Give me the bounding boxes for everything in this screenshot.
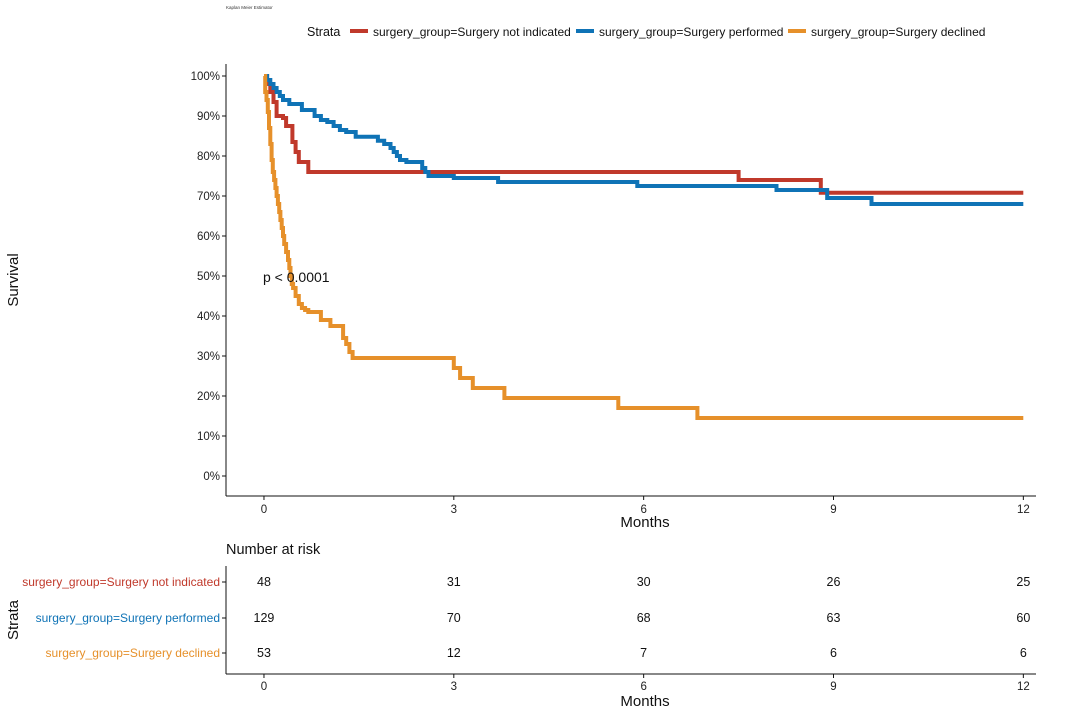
risk-x-axis-label: Months (620, 693, 669, 710)
y-tick-label: 60% (197, 231, 220, 243)
risk-cell: 31 (447, 575, 461, 589)
legend-swatch-performed (576, 29, 594, 33)
risk-cell: 6 (830, 646, 837, 660)
legend-label-performed: surgery_group=Surgery performed (599, 25, 783, 39)
risk-row-label: surgery_group=Surgery not indicated (22, 575, 220, 589)
survival-curves (263, 74, 1024, 420)
risk-cell: 25 (1016, 575, 1030, 589)
risk-x-tick-label: 0 (261, 681, 267, 693)
risk-cell: 30 (637, 575, 651, 589)
survival-curve-declined (263, 74, 1024, 420)
y-tick-label: 100% (191, 71, 220, 83)
figure-title: Kaplan Meier Estimator (226, 5, 273, 10)
risk-y-axis-label: Strata (5, 599, 22, 640)
x-tick-label: 9 (830, 504, 836, 516)
risk-cell: 63 (827, 611, 841, 625)
legend-label-not-indicated: surgery_group=Surgery not indicated (373, 25, 571, 39)
y-axis-label: Survival (5, 253, 22, 306)
risk-x-tick-label: 9 (830, 681, 836, 693)
risk-cell: 53 (257, 646, 271, 660)
x-ticks: 0 3 6 9 12 (261, 496, 1030, 516)
risk-x-tick-label: 12 (1017, 681, 1030, 693)
risk-table-title: Number at risk (226, 542, 321, 558)
risk-cell: 12 (447, 646, 461, 660)
risk-table: Number at risk surgery_group=Surgery not… (5, 542, 1036, 710)
legend-swatch-not-indicated (350, 29, 368, 33)
risk-rows: surgery_group=Surgery not indicated 48 31 3… (22, 575, 1030, 660)
risk-cell: 48 (257, 575, 271, 589)
legend-title: Strata (307, 25, 340, 39)
y-tick-label: 40% (197, 311, 220, 323)
y-tick-label: 80% (197, 151, 220, 163)
legend-label-declined: surgery_group=Surgery declined (811, 25, 985, 39)
risk-row-label: surgery_group=Surgery declined (46, 646, 220, 660)
risk-x-ticks: 0 3 6 9 12 (261, 674, 1030, 693)
risk-x-tick-label: 3 (451, 681, 457, 693)
risk-row-label: surgery_group=Surgery performed (36, 611, 220, 625)
risk-cell: 60 (1016, 611, 1030, 625)
x-tick-label: 0 (261, 504, 267, 516)
y-tick-label: 30% (197, 351, 220, 363)
legend-swatch-declined (788, 29, 806, 33)
survival-plot: 0% 10% 20% 30% 40% 50% 60% 70% 80% 90% 100% 0 3 6 9 12… (5, 64, 1036, 531)
risk-cell: 129 (254, 611, 275, 625)
y-tick-label: 10% (197, 431, 220, 443)
y-tick-label: 20% (197, 391, 220, 403)
x-tick-label: 3 (451, 504, 457, 516)
risk-cell: 7 (640, 646, 647, 660)
y-tick-label: 0% (203, 471, 220, 483)
x-tick-label: 6 (640, 504, 646, 516)
survival-curve-performed (264, 74, 1024, 206)
risk-cell: 6 (1020, 646, 1027, 660)
p-value-annotation: p < 0.0001 (263, 269, 330, 285)
y-tick-label: 90% (197, 111, 220, 123)
y-tick-label: 70% (197, 191, 220, 203)
y-tick-label: 50% (197, 271, 220, 283)
survival-curve-not-indicated (264, 74, 1024, 195)
y-ticks: 0% 10% 20% 30% 40% 50% 60% 70% 80% 90% 100% (191, 71, 226, 483)
x-tick-label: 12 (1017, 504, 1030, 516)
legend: Strata surgery_group=Surgery not indicat… (307, 25, 985, 39)
risk-cell: 68 (637, 611, 651, 625)
risk-x-tick-label: 6 (640, 681, 646, 693)
risk-cell: 26 (827, 575, 841, 589)
x-axis-label: Months (620, 514, 669, 531)
risk-cell: 70 (447, 611, 461, 625)
